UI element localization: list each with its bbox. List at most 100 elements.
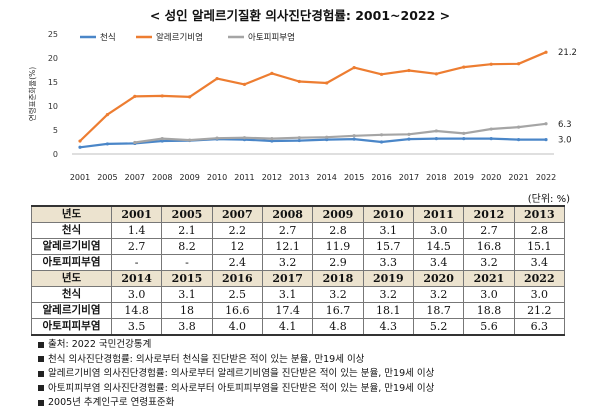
data-point [133,140,137,145]
table-cell: 18.8 [463,302,515,319]
table-cell: 4.8 [312,318,364,336]
table-cell: 18.7 [412,302,465,319]
table-cell: 2.5 [211,286,263,303]
table-cell: 14.5 [412,238,465,255]
footnote-item: 출처: 2022 국민건강통계 [38,338,434,353]
data-point [434,137,438,141]
table-header-label: 년도 [31,205,112,223]
table-cell: 8.2 [161,238,213,255]
data-point [489,127,493,131]
x-tick-label: 2022 [536,173,556,182]
table-cell: 3.1 [362,222,414,239]
table-cell: 11.9 [312,238,364,255]
data-point [270,139,274,143]
table-row-label: 천식 [31,286,112,303]
table-cell: 2.7 [110,238,163,255]
bullet-icon [38,370,44,377]
data-point [133,94,137,98]
y-tick-label: 15 [48,78,58,87]
table-year-cell: 2020 [412,270,465,287]
data-point [379,72,384,76]
table-cell: 3.4 [513,254,566,271]
data-point [160,139,164,143]
x-tick-label: 2005 [97,173,117,182]
table-year-cell: 2016 [211,270,263,287]
data-point [215,136,219,140]
data-point [379,140,384,144]
table-cell: 15.7 [362,238,414,255]
table-row: 알레르기비염 2.7 8.2 12 12.1 11.9 15.7 14.5 16.8 15.1 [31,238,566,255]
table-row: 아토피피부염 3.5 3.8 4.0 4.1 4.8 4.3 5.2 5.6 6.3 [31,318,566,336]
footnote-item: 천식 의사진단경험률: 의사로부터 천식을 진단받은 적이 있는 분율, 만19… [38,353,434,368]
data-point [544,50,548,54]
y-tick-label: 0 [53,150,58,159]
footnote-text: 2005년 추계인구로 연령표준화 [48,397,175,408]
y-axis-label: 연령표준화율(%) [28,67,37,121]
table-cell: 3.2 [312,286,364,303]
table-cell: 2.2 [211,222,263,239]
table-year-cell: 2007 [211,205,263,223]
table-cell: 21.2 [513,302,566,319]
table-cell: 3.2 [463,254,515,271]
table-cell: 3.2 [261,254,314,271]
data-point [160,94,164,98]
data-point [325,138,329,142]
table-cell: 4.3 [362,318,414,336]
end-label: 6.3 [558,120,572,130]
data-point [462,131,466,135]
data-point [270,71,274,75]
data-point [544,122,548,126]
data-table: 년도 2001 2005 2007 2008 2009 2010 2011 2012 2013 천식… [31,205,566,336]
table-cell: 18 [161,302,213,319]
legend-label: 천식 [100,32,116,43]
x-tick-label: 2012 [262,173,282,182]
table-year-cell: 2018 [312,270,364,287]
x-tick-label: 2009 [179,173,199,182]
table-cell: 18.1 [362,302,414,319]
table-year-cell: 2021 [463,270,515,287]
table-cell: 3.0 [412,222,465,239]
table-row: 천식 3.0 3.1 2.5 3.1 3.2 3.2 3.2 3.0 3.0 [31,286,566,303]
data-point [489,137,493,141]
table-row-label: 알레르기비염 [31,302,112,319]
data-point [188,95,192,99]
table-cell: 14.8 [110,302,163,319]
y-tick-label: 5 [53,126,58,135]
bullet-icon [38,399,44,406]
table-cell: 3.5 [110,318,163,336]
table-cell: 2.9 [312,254,364,271]
table-header-row: 년도 2014 2015 2016 2017 2018 2019 2020 2021 2022 [31,270,566,287]
table-row: 알레르기비염 14.8 18 16.6 17.4 16.7 18.1 18.7 18.8 21.2 [31,302,566,319]
end-label: 21.2 [558,48,577,58]
data-point [407,68,411,73]
table-cell: 2.8 [513,222,566,239]
x-tick-label: 2014 [317,173,337,182]
data-point [105,113,110,117]
data-point [379,133,384,137]
footnote-text: 출처: 2022 국민건강통계 [48,339,152,350]
footnote-item: 아토피피부염 의사진단경험률: 의사로부터 아토피피부염을 진단받은 적이 있는… [38,382,434,397]
data-point [297,79,301,84]
table-header-label: 년도 [31,270,112,287]
x-tick-label: 2021 [508,173,528,182]
chart-axes: 0 5 10 15 20 25 연령표준화율(%) 2001 2005 2007 2008 2009 2… [28,30,556,182]
footnote-text: 천식 의사진단경험률: 의사로부터 천식을 진단받은 적이 있는 분율, 만19… [48,353,365,365]
table-cell: 3.1 [161,286,213,303]
bullet-icon [38,341,44,348]
bullet-icon [38,385,44,391]
table-cell: 16.8 [463,238,515,255]
end-labels: 3.0 21.2 6.3 [558,48,577,145]
table-cell: 3.2 [362,286,414,303]
data-point [462,65,466,69]
table-cell: 1.4 [110,222,163,239]
table-row-label: 천식 [31,222,112,239]
table-cell: 3.0 [110,286,163,303]
bullet-icon [38,356,44,362]
data-point [352,66,356,70]
data-point [434,72,438,76]
data-point [297,138,301,143]
x-tick-label: 2013 [289,173,309,182]
data-point [516,62,521,66]
data-point [407,137,411,141]
table-cell: 2.1 [161,222,213,239]
